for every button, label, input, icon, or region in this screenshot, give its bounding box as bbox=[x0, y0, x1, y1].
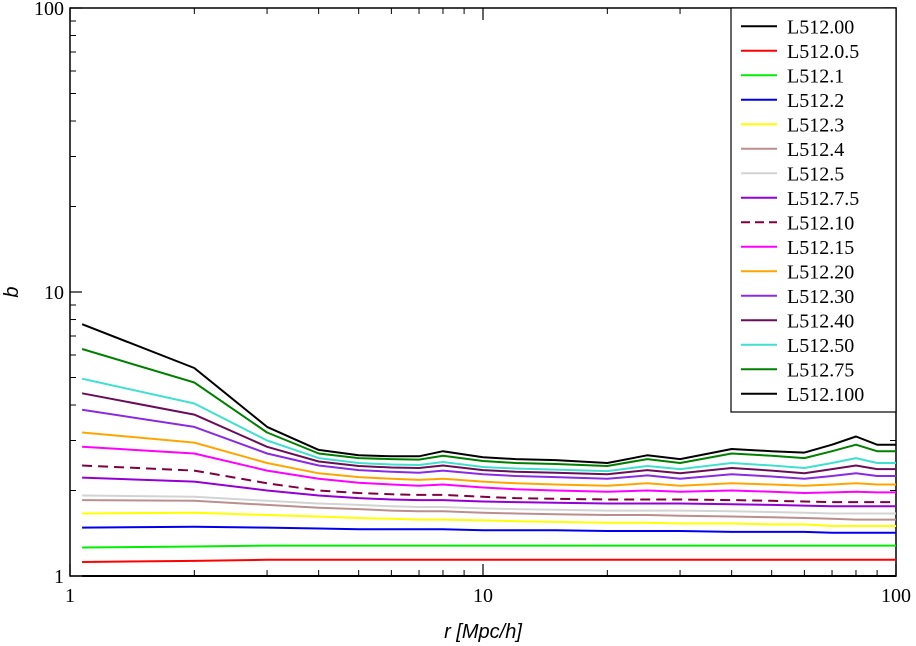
legend-label: L512.15 bbox=[787, 237, 854, 259]
x-axis-title: r [Mpc/h] bbox=[444, 621, 522, 643]
y-axis-title: b bbox=[1, 286, 23, 297]
legend-label: L512.100 bbox=[787, 384, 864, 406]
legend: L512.00L512.0.5L512.1L512.2L512.3L512.4L… bbox=[730, 7, 897, 413]
series-line bbox=[81, 408, 896, 480]
series-line bbox=[82, 558, 896, 563]
legend-label: L512.20 bbox=[787, 261, 854, 283]
legend-label: L512.30 bbox=[787, 286, 854, 308]
series-line bbox=[82, 476, 896, 508]
legend-label: L512.4 bbox=[787, 139, 844, 161]
y-tick-label: 10 bbox=[44, 282, 64, 304]
legend-label: L512.00 bbox=[787, 16, 854, 38]
x-tick-label: 10 bbox=[473, 585, 493, 607]
legend-label: L512.10 bbox=[787, 212, 854, 234]
y-tick-label: 1 bbox=[54, 566, 64, 588]
series-line bbox=[82, 544, 896, 549]
legend-label: L512.7.5 bbox=[787, 188, 859, 210]
legend-label: L512.0.5 bbox=[787, 41, 859, 63]
series-line bbox=[82, 511, 896, 527]
series-line bbox=[82, 464, 896, 504]
series-line bbox=[82, 445, 896, 494]
legend-label: L512.40 bbox=[787, 310, 854, 332]
x-tick-label: 100 bbox=[881, 585, 911, 607]
legend-label: L512.75 bbox=[787, 359, 854, 381]
series-line bbox=[82, 431, 896, 487]
legend-label: L512.3 bbox=[787, 114, 844, 136]
series-line bbox=[82, 494, 896, 515]
series-line bbox=[81, 323, 896, 464]
series-line bbox=[81, 377, 896, 473]
x-tick-label: 1 bbox=[65, 585, 75, 607]
legend-label: L512.50 bbox=[787, 335, 854, 357]
series-line bbox=[82, 499, 896, 521]
legend-label: L512.2 bbox=[787, 90, 844, 112]
series-lines bbox=[81, 323, 896, 577]
series-line bbox=[81, 348, 896, 467]
legend-label: L512.1 bbox=[787, 65, 844, 87]
series-line bbox=[82, 525, 896, 534]
y-tick-label: 100 bbox=[34, 0, 64, 20]
legend-label: L512.5 bbox=[787, 163, 844, 185]
series-line bbox=[81, 392, 896, 476]
